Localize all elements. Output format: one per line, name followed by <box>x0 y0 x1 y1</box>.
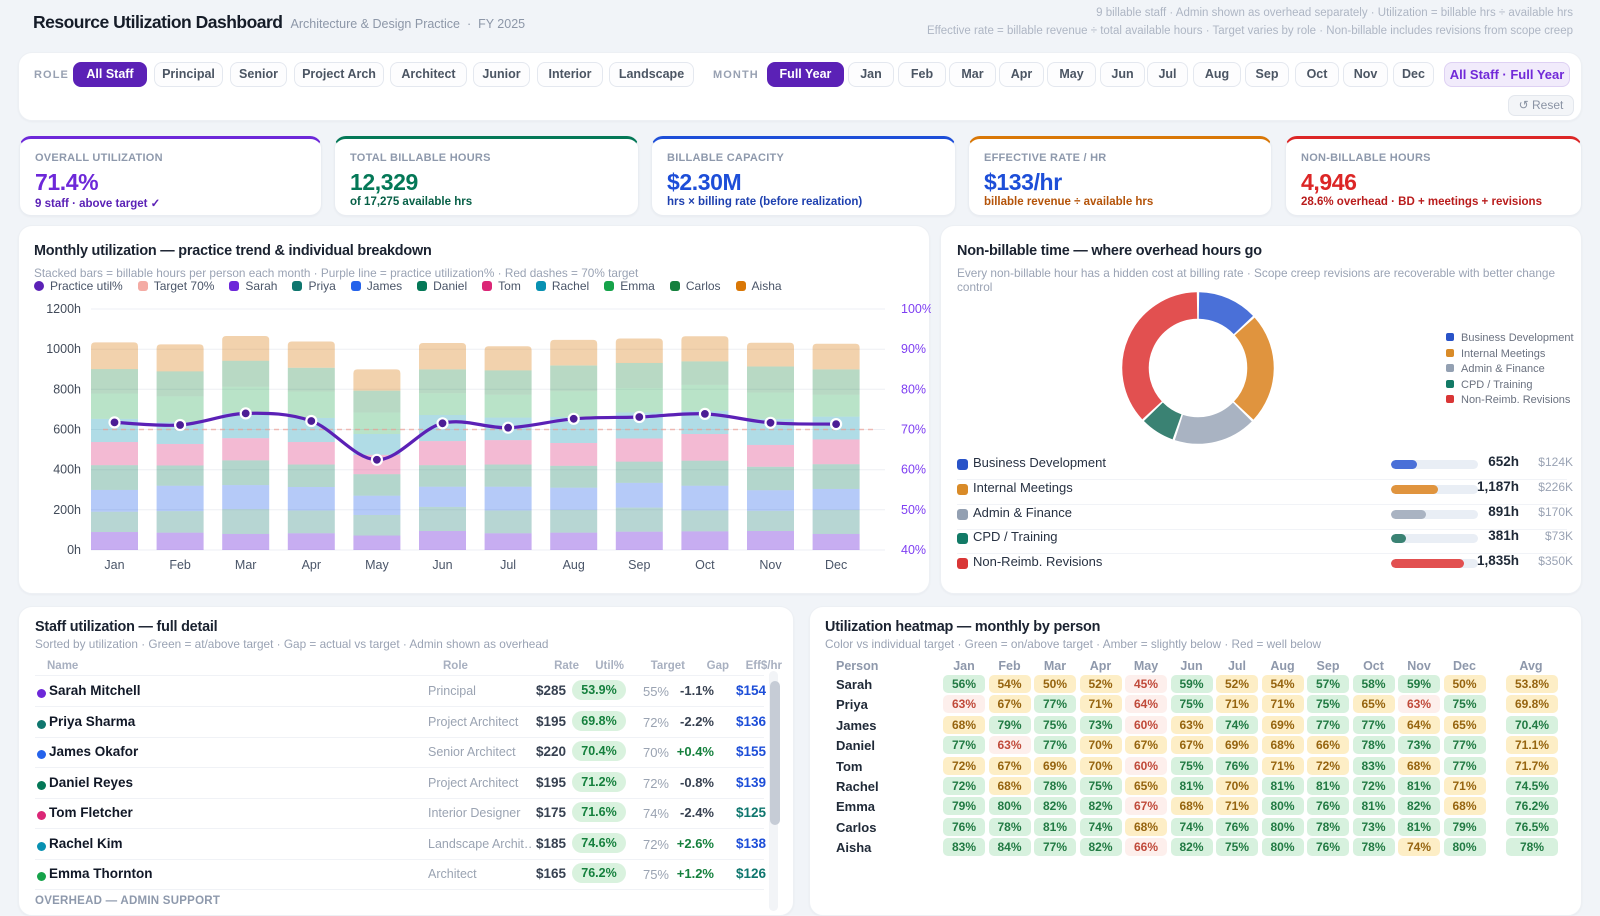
svg-text:90%: 90% <box>901 342 926 356</box>
svg-text:80%: 80% <box>901 382 926 396</box>
svg-text:Feb: Feb <box>169 558 191 572</box>
svg-text:1200h: 1200h <box>46 302 81 316</box>
svg-text:100%: 100% <box>901 302 931 316</box>
svg-text:0h: 0h <box>67 543 81 557</box>
svg-text:Nov: Nov <box>759 558 782 572</box>
svg-text:600h: 600h <box>53 423 81 437</box>
svg-text:Dec: Dec <box>825 558 847 572</box>
svg-text:1000h: 1000h <box>46 342 81 356</box>
svg-text:Sep: Sep <box>628 558 650 572</box>
svg-text:40%: 40% <box>901 543 926 557</box>
svg-text:70%: 70% <box>901 423 926 437</box>
svg-text:400h: 400h <box>53 463 81 477</box>
svg-text:60%: 60% <box>901 463 926 477</box>
svg-text:200h: 200h <box>53 503 81 517</box>
svg-text:Jul: Jul <box>500 558 516 572</box>
svg-text:Mar: Mar <box>235 558 257 572</box>
svg-text:800h: 800h <box>53 382 81 396</box>
svg-text:Jun: Jun <box>432 558 452 572</box>
svg-text:Jan: Jan <box>104 558 124 572</box>
svg-text:Oct: Oct <box>695 558 715 572</box>
svg-text:Apr: Apr <box>302 558 321 572</box>
svg-text:Aug: Aug <box>563 558 585 572</box>
svg-text:50%: 50% <box>901 503 926 517</box>
svg-text:May: May <box>365 558 389 572</box>
